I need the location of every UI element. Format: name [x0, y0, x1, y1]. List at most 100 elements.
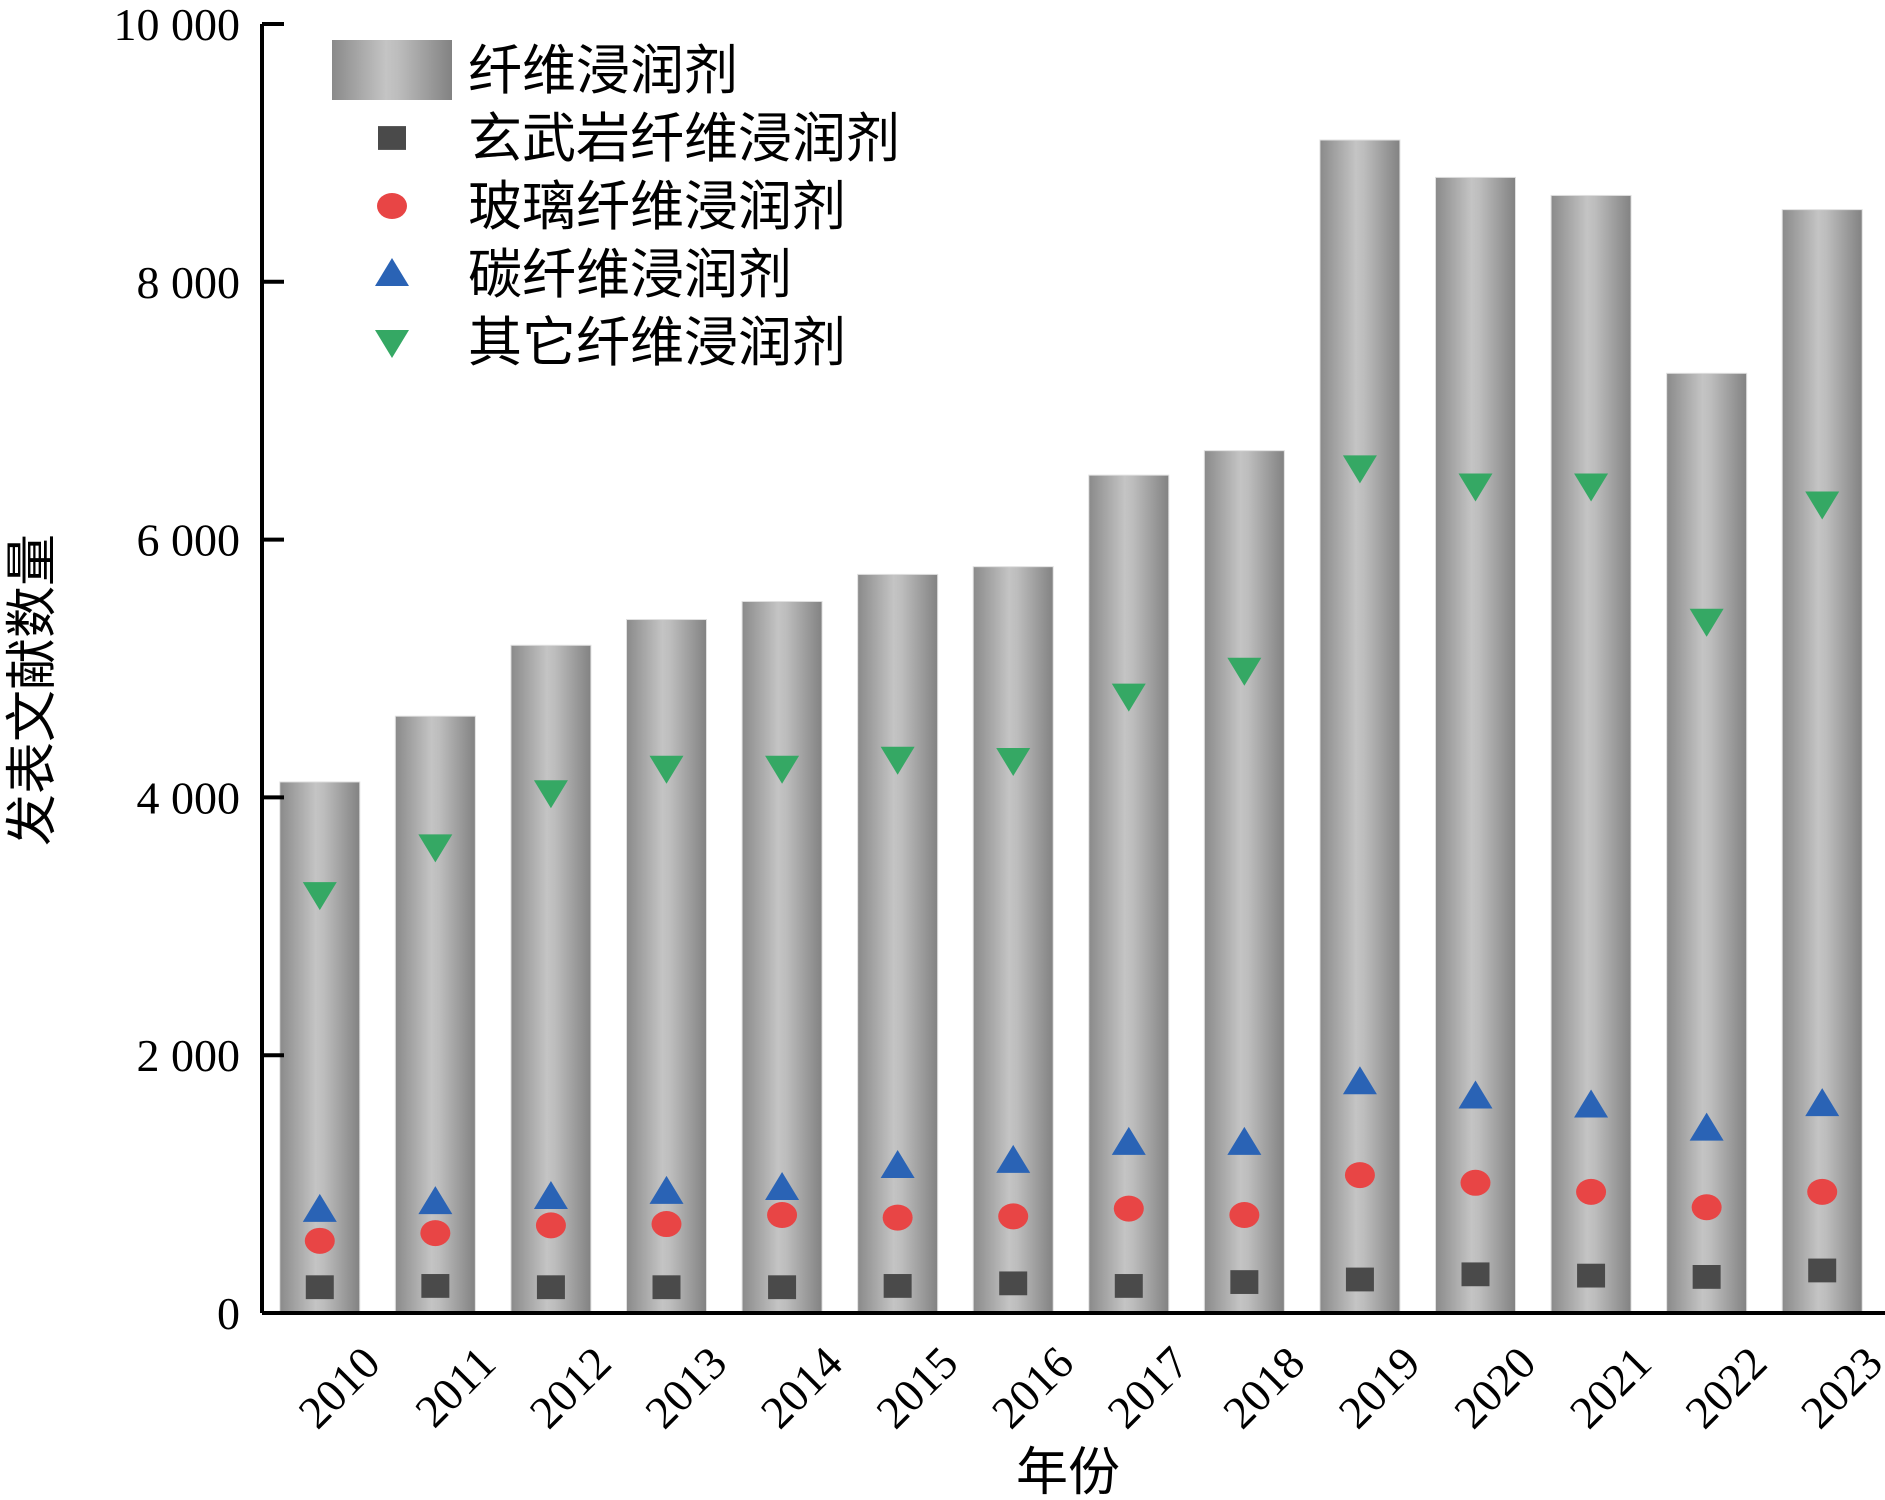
legend-label: 其它纤维浸润剂 [468, 311, 846, 374]
x-tick-label: 2010 [289, 1337, 390, 1438]
marker-triangle-down-2020 [1458, 473, 1493, 502]
marker-square-2019 [1345, 1267, 1374, 1292]
y-tick-label: 2 000 [137, 1030, 241, 1081]
legend-label: 玄武岩纤维浸润剂 [468, 107, 900, 170]
bar-2016 [972, 566, 1054, 1314]
y-tick-label: 8 000 [137, 257, 241, 308]
marker-circle-2021 [1576, 1178, 1607, 1205]
legend-marker-square [378, 126, 406, 150]
marker-triangle-up-2016 [996, 1144, 1031, 1173]
y-tick-label: 4 000 [137, 772, 241, 823]
marker-triangle-up-2015 [880, 1150, 915, 1179]
legend-marker-triangle-up [375, 258, 409, 286]
x-tick-label: 2020 [1444, 1337, 1545, 1438]
bar-2020 [1435, 176, 1516, 1314]
marker-square-2014 [768, 1275, 797, 1300]
y-tick-label: 10 000 [114, 0, 241, 50]
x-tick-label: 2022 [1675, 1337, 1776, 1438]
bar-2017 [1088, 474, 1170, 1314]
x-tick-label: 2018 [1213, 1337, 1314, 1438]
marker-triangle-up-2021 [1574, 1089, 1609, 1118]
bar-2018 [1203, 450, 1285, 1314]
marker-circle-2020 [1460, 1169, 1491, 1196]
marker-triangle-up-2023 [1805, 1088, 1840, 1117]
marker-triangle-down-2023 [1805, 491, 1840, 520]
marker-square-2020 [1461, 1262, 1490, 1287]
marker-circle-2014 [767, 1202, 798, 1229]
marker-circle-2016 [998, 1203, 1029, 1230]
bar-2010 [279, 781, 361, 1314]
marker-square-2013 [652, 1275, 681, 1300]
bar-2013 [626, 619, 707, 1314]
marker-circle-2018 [1229, 1202, 1260, 1229]
x-axis-label: 年份 [1016, 1443, 1120, 1500]
x-tick-label: 2016 [982, 1337, 1083, 1438]
marker-square-2010 [305, 1275, 334, 1300]
marker-triangle-down-2014 [765, 755, 800, 784]
legend-swatch-bar [332, 40, 452, 100]
x-tick-label: 2015 [866, 1337, 967, 1438]
marker-triangle-up-2020 [1458, 1080, 1493, 1109]
y-tick-label: 0 [217, 1288, 240, 1339]
marker-circle-2015 [882, 1204, 913, 1231]
marker-triangle-up-2014 [765, 1171, 800, 1200]
marker-square-2023 [1808, 1258, 1837, 1283]
legend-label: 纤维浸润剂 [468, 39, 738, 102]
marker-circle-2019 [1344, 1162, 1375, 1189]
marker-triangle-down-2011 [418, 834, 453, 863]
marker-square-2016 [999, 1271, 1028, 1296]
marker-triangle-down-2013 [649, 755, 684, 784]
x-tick-label: 2014 [751, 1337, 852, 1438]
marker-circle-2010 [304, 1227, 335, 1254]
bar-2015 [857, 573, 939, 1314]
marker-circle-2022 [1691, 1194, 1722, 1221]
marker-triangle-up-2012 [533, 1180, 568, 1209]
marker-triangle-up-2011 [418, 1186, 453, 1215]
marker-triangle-up-2013 [649, 1175, 684, 1204]
marker-square-2021 [1577, 1263, 1606, 1288]
x-tick-label: 2012 [520, 1337, 621, 1438]
marker-triangle-down-2012 [533, 780, 568, 809]
marker-triangle-down-2019 [1342, 455, 1377, 484]
marker-triangle-up-2017 [1111, 1126, 1146, 1155]
marker-triangle-up-2010 [302, 1193, 337, 1222]
marker-circle-2023 [1807, 1178, 1838, 1205]
legend-label: 玻璃纤维浸润剂 [468, 175, 846, 238]
marker-square-2017 [1114, 1274, 1143, 1298]
y-axis-label: 发表文献数量 [3, 534, 63, 846]
x-tick-label: 2017 [1098, 1337, 1199, 1438]
marker-triangle-down-2018 [1227, 657, 1262, 686]
bar-2022 [1666, 372, 1748, 1314]
y-tick-label: 6 000 [137, 515, 241, 566]
x-tick-label: 2013 [635, 1337, 736, 1438]
marker-square-2012 [536, 1275, 565, 1300]
bar-2023 [1781, 209, 1863, 1314]
legend-label: 碳纤维浸润剂 [468, 243, 792, 306]
marker-square-2011 [421, 1274, 450, 1298]
bar-2012 [510, 644, 592, 1314]
marker-circle-2011 [420, 1220, 451, 1247]
bar-2019 [1319, 139, 1401, 1314]
x-tick-label: 2023 [1791, 1337, 1885, 1438]
marker-triangle-up-2018 [1227, 1126, 1262, 1155]
x-tick-label: 2011 [405, 1337, 505, 1437]
marker-circle-2012 [535, 1212, 566, 1239]
legend-marker-circle [377, 193, 407, 219]
marker-triangle-down-2010 [302, 882, 337, 911]
marker-triangle-down-2022 [1689, 608, 1724, 637]
marker-triangle-up-2022 [1689, 1112, 1724, 1141]
marker-circle-2017 [1113, 1195, 1144, 1222]
marker-circle-2013 [651, 1211, 682, 1238]
marker-triangle-down-2016 [996, 748, 1031, 777]
marker-triangle-down-2021 [1574, 473, 1609, 502]
marker-triangle-down-2017 [1111, 683, 1146, 712]
legend-marker-triangle-down [375, 330, 409, 358]
marker-triangle-down-2015 [880, 746, 915, 775]
bar-2021 [1550, 194, 1632, 1314]
marker-square-2015 [883, 1274, 912, 1298]
marker-square-2022 [1692, 1265, 1721, 1289]
x-tick-label: 2019 [1329, 1337, 1430, 1438]
marker-square-2018 [1230, 1270, 1259, 1294]
x-tick-label: 2021 [1560, 1337, 1661, 1438]
